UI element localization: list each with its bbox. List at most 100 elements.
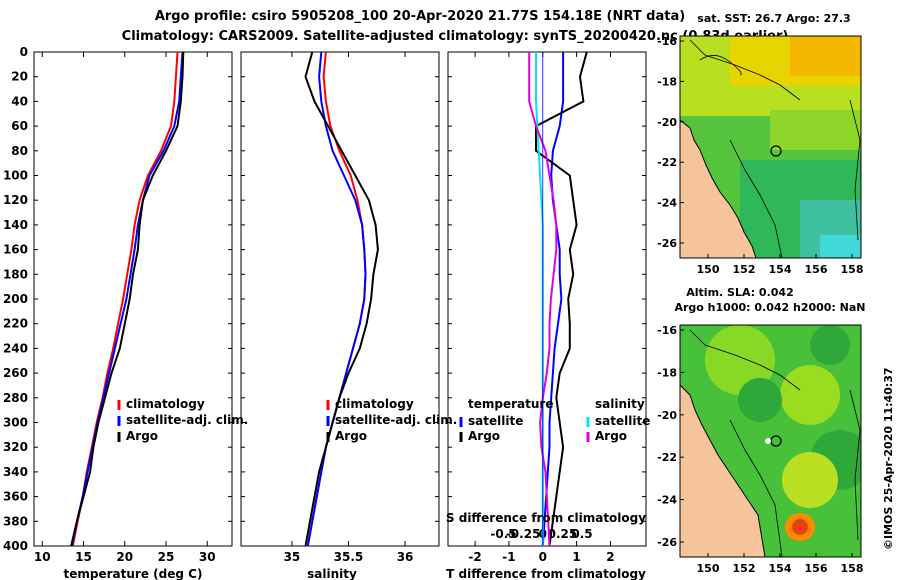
depth-axis: 0 20 40 60 80 100 120 140 160 180 200 220 240 260 280 3…: [3, 45, 28, 553]
x-tick-label: -1: [502, 550, 515, 564]
sla-map-subtitle: Argo h1000: 0.042 h2000: NaN: [674, 301, 865, 314]
x-tick-label: 15: [75, 550, 92, 564]
axis-ticks: 10 15 20 25 30 35 35.5 36 -2 -1 0 1 2-0.5-0.250 0.250…: [34, 51, 646, 564]
depth-tick-label: 60: [11, 119, 28, 133]
depth-tick-label: 340: [3, 465, 28, 479]
map-y-tick-label: -22: [657, 451, 677, 464]
sla-map-title: Altim. SLA: 0.042: [686, 286, 793, 299]
map-y-tick-label: -22: [657, 156, 677, 169]
depth-tick-label: 260: [3, 366, 28, 380]
legend-t-argo-label: Argo: [468, 429, 500, 443]
salinity-xlabel: salinity: [307, 567, 357, 580]
legend-climatology-label: climatology: [335, 397, 414, 411]
x-tick-label: 0: [539, 550, 547, 564]
legend-argo-label: Argo: [335, 429, 367, 443]
salinity-legend: climatology satellite-adj. clim. Argo: [326, 397, 457, 443]
legend-satellite-label: satellite-adj. clim.: [335, 413, 457, 427]
map-x-tick-label: 158: [841, 263, 864, 276]
legend-s-argo-label: Argo: [595, 429, 627, 443]
salinity-climatology-line: [306, 51, 367, 547]
map-x-tick-label: 154: [769, 263, 792, 276]
depth-tick-label: 20: [11, 70, 28, 84]
map-x-tick-label: 152: [733, 263, 756, 276]
map-x-tick-label: 150: [697, 562, 720, 575]
depth-tick-label: 240: [3, 341, 28, 355]
depth-tick-label: 380: [3, 514, 28, 528]
legend-salinity-title: salinity: [595, 397, 645, 411]
depth-tick-label: 140: [3, 218, 28, 232]
map-y-tick-label: -16: [657, 324, 677, 337]
argo-position-marker: [770, 145, 782, 157]
depth-tick-label: 100: [3, 169, 28, 183]
difference-legend: temperature satellite Argo salinity sate…: [459, 397, 650, 443]
depth-tick-label: 120: [3, 193, 28, 207]
map-y-tick-label: -20: [657, 116, 677, 129]
legend-t-satellite-label: satellite: [468, 414, 523, 428]
x-tick-label: 2: [606, 550, 614, 564]
depth-tick-label: 320: [3, 440, 28, 454]
depth-tick-label: 0: [20, 45, 28, 59]
sst-map-axes: 150 152 154 156 158 -16 -18 -20 -22 -24 -26: [657, 35, 863, 276]
depth-tick-label: 360: [3, 490, 28, 504]
salinity-panel: [240, 51, 440, 547]
map-y-tick-label: -16: [657, 35, 677, 48]
sla-map-axes: 150 152 154 156 158 -16 -18 -20 -22 -24 -26: [657, 324, 863, 575]
argo-dot: [765, 438, 771, 444]
x-tick-label: 20: [116, 550, 133, 564]
map-x-tick-label: 150: [697, 263, 720, 276]
header-title: Argo profile: csiro 5905208_100 20-Apr-2…: [155, 9, 685, 24]
map-y-tick-label: -18: [657, 366, 677, 379]
map-y-tick-label: -26: [657, 536, 677, 549]
depth-tick-label: 160: [3, 243, 28, 257]
sst-map: [680, 36, 861, 258]
map-y-tick-label: -20: [657, 409, 677, 422]
temperature-satellite-adj-clim--line: [70, 51, 184, 547]
difference-t-satellite-line: [541, 52, 565, 547]
salinity-satellite-adj-clim--line: [306, 51, 367, 547]
header-subtitle: Climatology: CARS2009. Satellite-adjuste…: [122, 29, 789, 44]
legend-climatology-label: climatology: [126, 397, 205, 411]
map-x-tick-label: 158: [841, 562, 864, 575]
difference-s-argo-line: [528, 52, 558, 547]
sla-map: [680, 325, 861, 557]
x-tick-label: 1: [572, 550, 580, 564]
temperature-xlabel: temperature (deg C): [64, 567, 203, 580]
temperature-legend: climatology satellite-adj. clim. Argo: [117, 397, 248, 443]
s-diff-tick-label: 0.25: [548, 527, 578, 541]
x-tick-label: 36: [397, 550, 414, 564]
depth-tick-label: 80: [11, 144, 28, 158]
s-diff-tick-label: -0.25: [506, 527, 541, 541]
depth-tick-label: 280: [3, 391, 28, 405]
map-y-tick-label: -24: [657, 494, 677, 507]
map-x-tick-label: 154: [769, 562, 792, 575]
map-x-tick-label: 156: [805, 263, 828, 276]
legend-satellite-label: satellite-adj. clim.: [126, 413, 248, 427]
x-tick-label: -2: [468, 550, 481, 564]
x-tick-label: 35: [284, 550, 301, 564]
map-y-tick-label: -26: [657, 237, 677, 250]
footer-credit: ©IMOS 25-Apr-2020 11:40:37: [882, 367, 895, 550]
difference-top-label: S difference from climatology: [446, 511, 646, 525]
legend-temperature-title: temperature: [468, 397, 553, 411]
depth-tick-label: 400: [3, 539, 28, 553]
profile-series: [70, 51, 588, 547]
map-x-tick-label: 152: [733, 562, 756, 575]
temperature-argo-line: [70, 51, 185, 547]
temperature-panel: [33, 51, 233, 547]
legend-argo-label: Argo: [126, 429, 158, 443]
x-tick-label: 10: [34, 550, 51, 564]
s-diff-tick-label: 0.5: [571, 527, 592, 541]
s-diff-tick-label: -0.5: [490, 527, 516, 541]
depth-tick-label: 180: [3, 267, 28, 281]
map-x-tick-label: 156: [805, 562, 828, 575]
depth-tick-label: 200: [3, 292, 28, 306]
depth-tick-label: 300: [3, 416, 28, 430]
x-tick-label: 35.5: [334, 550, 364, 564]
difference-t-argo-line: [535, 51, 588, 547]
sst-map-title: sat. SST: 26.7 Argo: 27.3: [697, 12, 850, 25]
map-y-tick-label: -24: [657, 197, 677, 210]
map-y-tick-label: -18: [657, 75, 677, 88]
salinity-argo-line: [304, 51, 379, 547]
difference-xlabel: T difference from climatology: [446, 567, 646, 580]
x-tick-label: 25: [158, 550, 175, 564]
